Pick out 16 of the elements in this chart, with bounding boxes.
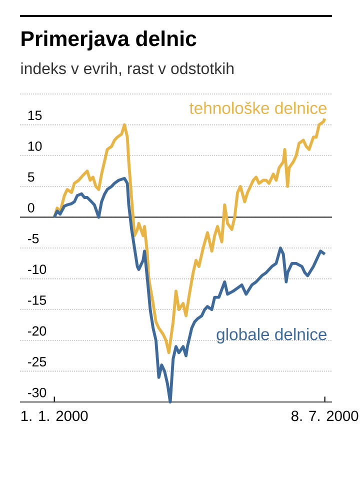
y-tick-label: 10 [28,141,42,151]
y-tick-label: -15 [28,296,46,305]
x-tick-label: 1. 1. 2000 [21,410,88,422]
y-tick-label: -20 [28,326,46,336]
y-tick-label: -25 [28,357,46,366]
chart-title: Primerjava delnic [22,30,196,50]
series-label: tehnološke delnice [189,102,326,114]
series-label: globale delnice [216,328,326,344]
y-tick-label: -10 [28,264,46,274]
x-tick-label: 8. 7. 2000 [291,410,358,422]
y-tick-label: -30 [28,388,46,398]
chart-subtitle: indeks v evrih, rast v odstotkih [21,62,234,76]
y-tick-label: 0 [28,203,34,212]
y-tick-label: 5 [28,172,34,182]
y-tick-label: -5 [28,234,39,244]
y-tick-label: 15 [28,110,42,120]
